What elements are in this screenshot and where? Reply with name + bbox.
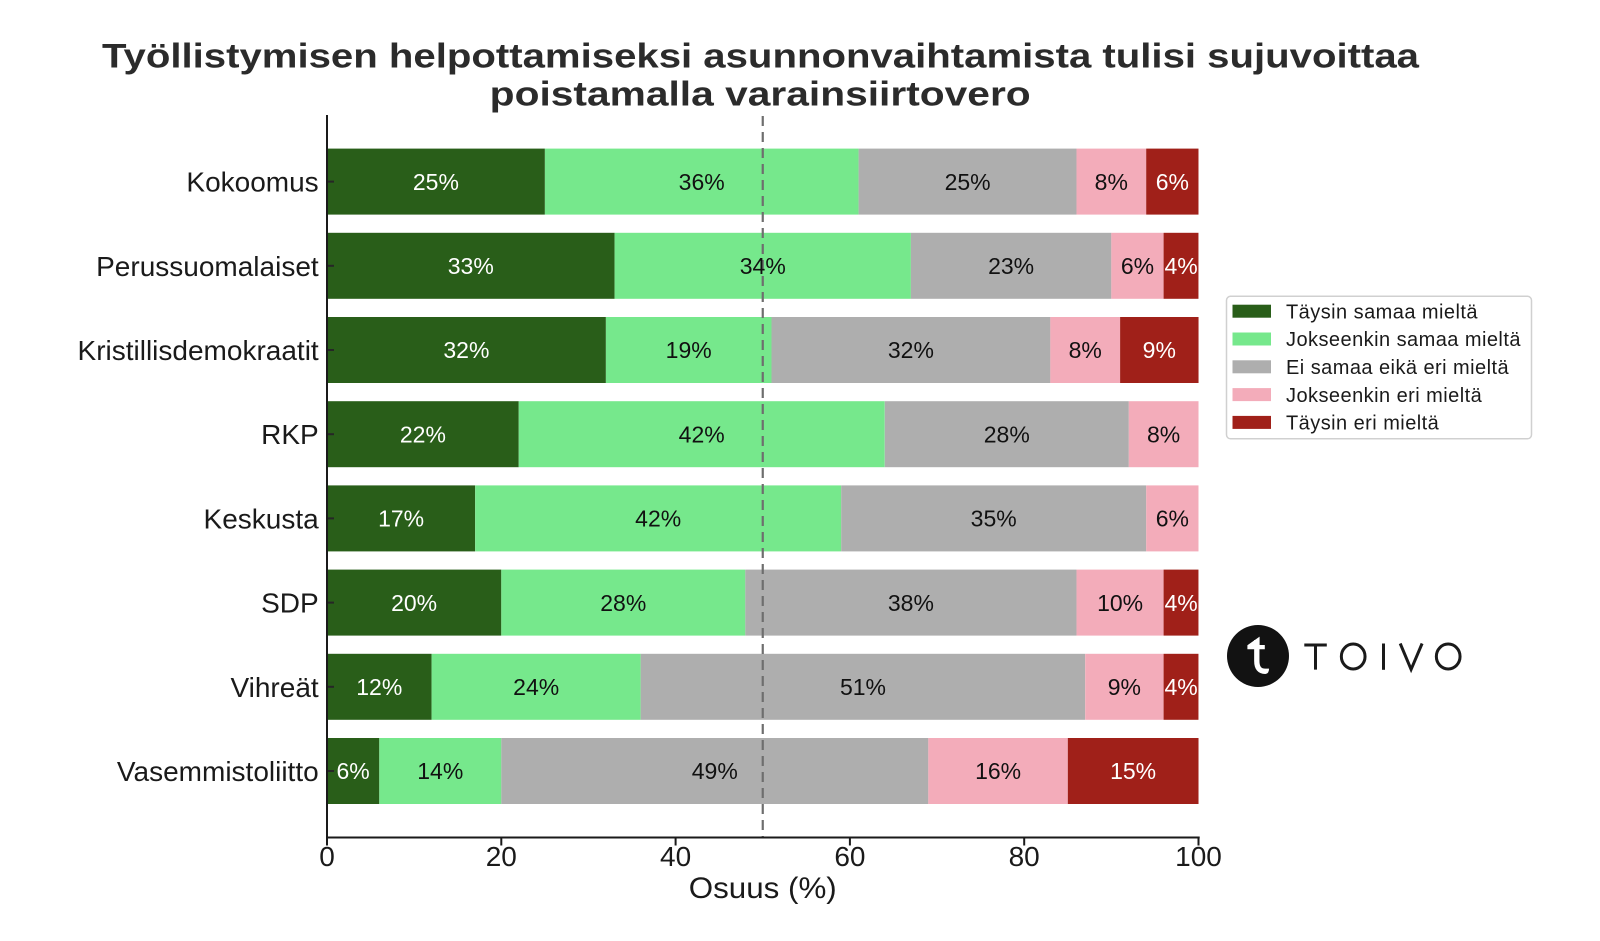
svg-text:33%: 33%	[448, 253, 494, 279]
svg-text:15%: 15%	[1110, 758, 1156, 784]
svg-text:14%: 14%	[417, 758, 463, 784]
svg-text:35%: 35%	[971, 506, 1017, 532]
svg-text:Täysin samaa mieltä: Täysin samaa mieltä	[1286, 301, 1478, 323]
svg-text:4%: 4%	[1164, 590, 1197, 616]
svg-text:32%: 32%	[443, 337, 489, 363]
svg-text:24%: 24%	[513, 674, 559, 700]
svg-text:Osuus (%): Osuus (%)	[689, 872, 837, 905]
svg-text:34%: 34%	[740, 253, 786, 279]
svg-text:16%: 16%	[975, 758, 1021, 784]
svg-text:38%: 38%	[888, 590, 934, 616]
svg-text:20: 20	[486, 841, 517, 872]
svg-text:32%: 32%	[888, 337, 934, 363]
svg-text:8%: 8%	[1095, 169, 1128, 195]
svg-text:23%: 23%	[988, 253, 1034, 279]
svg-text:42%: 42%	[635, 506, 681, 532]
svg-text:6%: 6%	[1156, 506, 1189, 532]
svg-text:28%: 28%	[984, 421, 1030, 447]
svg-text:80: 80	[1009, 841, 1040, 872]
svg-text:Työllistymisen helpottamiseksi: Työllistymisen helpottamiseksi asunnonva…	[102, 38, 1420, 76]
svg-text:60: 60	[834, 841, 865, 872]
svg-text:51%: 51%	[840, 674, 886, 700]
svg-text:10%: 10%	[1097, 590, 1143, 616]
svg-text:9%: 9%	[1108, 674, 1141, 700]
svg-text:poistamalla varainsiirtovero: poistamalla varainsiirtovero	[490, 76, 1031, 114]
svg-text:19%: 19%	[666, 337, 712, 363]
svg-text:6%: 6%	[336, 758, 369, 784]
svg-text:40: 40	[660, 841, 691, 872]
svg-text:8%: 8%	[1069, 337, 1102, 363]
svg-text:9%: 9%	[1143, 337, 1176, 363]
svg-text:6%: 6%	[1121, 253, 1154, 279]
svg-text:22%: 22%	[400, 421, 446, 447]
svg-text:20%: 20%	[391, 590, 437, 616]
svg-text:8%: 8%	[1147, 421, 1180, 447]
svg-text:36%: 36%	[679, 169, 725, 195]
svg-text:Kristillisdemokraatit: Kristillisdemokraatit	[78, 335, 319, 366]
svg-text:RKP: RKP	[261, 419, 319, 450]
svg-text:Perussuomalaiset: Perussuomalaiset	[96, 251, 319, 282]
svg-text:12%: 12%	[356, 674, 402, 700]
svg-text:Keskusta: Keskusta	[204, 503, 320, 534]
svg-text:6%: 6%	[1156, 169, 1189, 195]
svg-text:28%: 28%	[600, 590, 646, 616]
svg-text:25%: 25%	[413, 169, 459, 195]
svg-text:4%: 4%	[1164, 253, 1197, 279]
svg-text:42%: 42%	[679, 421, 725, 447]
svg-text:SDP: SDP	[261, 588, 319, 619]
svg-text:17%: 17%	[378, 506, 424, 532]
svg-text:Jokseenkin eri mieltä: Jokseenkin eri mieltä	[1286, 385, 1483, 407]
svg-text:49%: 49%	[692, 758, 738, 784]
svg-text:Vihreät: Vihreät	[230, 672, 318, 703]
svg-text:Ei samaa eikä eri mieltä: Ei samaa eikä eri mieltä	[1286, 357, 1510, 379]
svg-text:4%: 4%	[1164, 674, 1197, 700]
svg-text:100: 100	[1175, 841, 1222, 872]
svg-text:Jokseenkin samaa mieltä: Jokseenkin samaa mieltä	[1286, 329, 1521, 351]
svg-text:Vasemmistoliitto: Vasemmistoliitto	[117, 756, 319, 787]
svg-text:0: 0	[319, 841, 335, 872]
svg-text:Kokoomus: Kokoomus	[186, 167, 318, 198]
svg-text:Täysin eri mieltä: Täysin eri mieltä	[1286, 413, 1440, 435]
svg-text:25%: 25%	[945, 169, 991, 195]
